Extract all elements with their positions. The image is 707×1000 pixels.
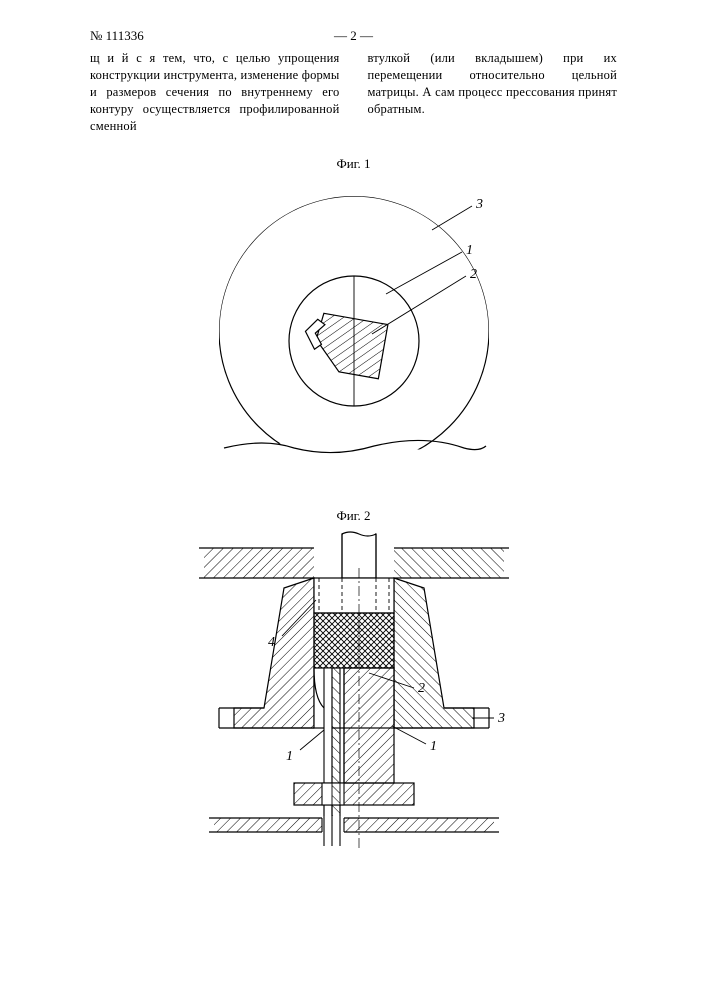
paragraph-right: втулкой (или вкладышем) при их перемещен…: [368, 50, 618, 118]
callout-4: 4: [268, 635, 275, 650]
callout-3b: 3: [497, 711, 505, 726]
body-text: щ и й с я тем, что, с целью упрощения ко…: [0, 44, 707, 134]
callout-1: 1: [466, 243, 473, 258]
document-number: № 111336: [90, 28, 144, 44]
column-left: щ и й с я тем, что, с целью упрощения ко…: [90, 50, 340, 134]
callout-1b: 1: [430, 739, 437, 754]
page-header: № 111336 — 2 — № 111336: [0, 0, 707, 44]
page-number: — 2 —: [334, 28, 373, 44]
callout-3: 3: [475, 197, 483, 212]
figure2: 4 2 1 1 3: [0, 528, 707, 868]
callout-1c: 1: [286, 749, 293, 764]
callout-2: 2: [470, 267, 477, 282]
figure2-svg: 4 2 1 1 3: [164, 528, 544, 868]
figure1: 3 1 2: [0, 176, 707, 486]
figure1-label: Фиг. 1: [0, 156, 707, 172]
paragraph-left: щ и й с я тем, что, с целью упрощения ко…: [90, 50, 340, 134]
figure2-label: Фиг. 2: [0, 508, 707, 524]
callout-2b: 2: [418, 681, 425, 696]
figure1-svg: 3 1 2: [174, 176, 534, 486]
column-right: втулкой (или вкладышем) при их перемещен…: [368, 50, 618, 134]
